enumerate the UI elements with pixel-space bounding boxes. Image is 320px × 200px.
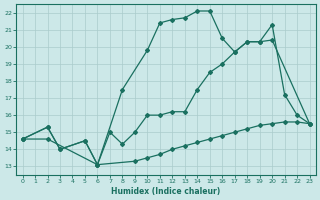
X-axis label: Humidex (Indice chaleur): Humidex (Indice chaleur) bbox=[111, 187, 221, 196]
